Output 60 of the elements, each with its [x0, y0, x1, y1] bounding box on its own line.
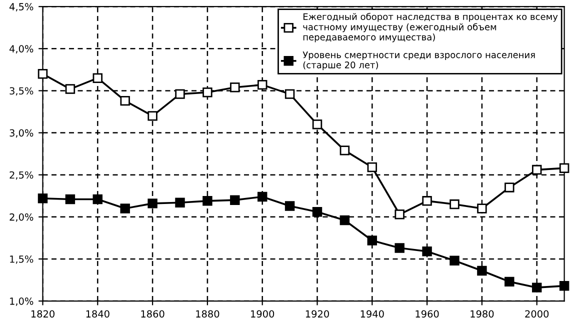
point	[504, 182, 514, 192]
point	[120, 204, 130, 214]
y-tick-label: 4,5%	[10, 3, 34, 12]
point	[65, 84, 76, 94]
y-tick-label: 3,5%	[10, 87, 34, 96]
point	[202, 88, 212, 98]
point	[230, 82, 240, 92]
y-tick-label: 2,0%	[10, 213, 34, 222]
legend-label: Ежегодный оборот наследства в процентах ко всему частному имуществу (ежегодный объем передаваемого имущества)	[303, 12, 558, 42]
point	[532, 282, 542, 292]
point	[257, 80, 268, 90]
point	[504, 276, 514, 287]
x-tick-label: 2000	[525, 310, 549, 318]
legend-label: Уровень смертности среди взрослого населения (старше 20 лет)	[302, 52, 535, 70]
x-tick-label: 1960	[416, 310, 439, 318]
y-tick-label: 2,5%	[10, 171, 34, 180]
point	[284, 201, 295, 211]
x-tick-label: 1920	[306, 310, 329, 318]
point	[394, 243, 404, 253]
point	[559, 281, 570, 291]
point	[257, 192, 268, 202]
point	[367, 236, 378, 246]
x-tick-label: 1840	[86, 310, 110, 318]
point	[175, 198, 185, 208]
point	[340, 146, 350, 156]
x-tick-label: 1820	[31, 310, 54, 318]
y-tick-label: 1,5%	[10, 255, 34, 264]
point	[92, 194, 103, 204]
point	[38, 69, 48, 79]
point	[559, 163, 570, 173]
x-tick-label: 1880	[196, 310, 220, 318]
point	[422, 196, 432, 206]
point	[92, 73, 103, 83]
point	[532, 164, 542, 175]
point	[312, 206, 322, 217]
point	[284, 89, 295, 99]
x-tick-label: 1860	[141, 310, 164, 318]
point	[340, 215, 350, 226]
point	[367, 162, 378, 172]
point	[450, 256, 460, 266]
point	[312, 120, 322, 130]
point	[148, 111, 158, 121]
point	[202, 196, 212, 206]
point	[175, 89, 185, 99]
point	[38, 194, 48, 204]
point	[230, 195, 240, 205]
x-tick-label: 1980	[470, 310, 494, 318]
point	[477, 204, 487, 214]
x-tick-label: 1900	[251, 310, 274, 318]
point	[120, 96, 130, 106]
point	[394, 210, 404, 220]
y-tick-label: 4,0%	[10, 45, 34, 54]
y-tick-label: 3,0%	[10, 129, 34, 138]
point	[477, 266, 487, 276]
point	[450, 199, 460, 210]
point	[422, 246, 432, 256]
x-tick-label: 1940	[360, 310, 384, 318]
point	[148, 198, 158, 208]
point	[65, 194, 76, 204]
y-tick-label: 1,0%	[10, 298, 34, 306]
